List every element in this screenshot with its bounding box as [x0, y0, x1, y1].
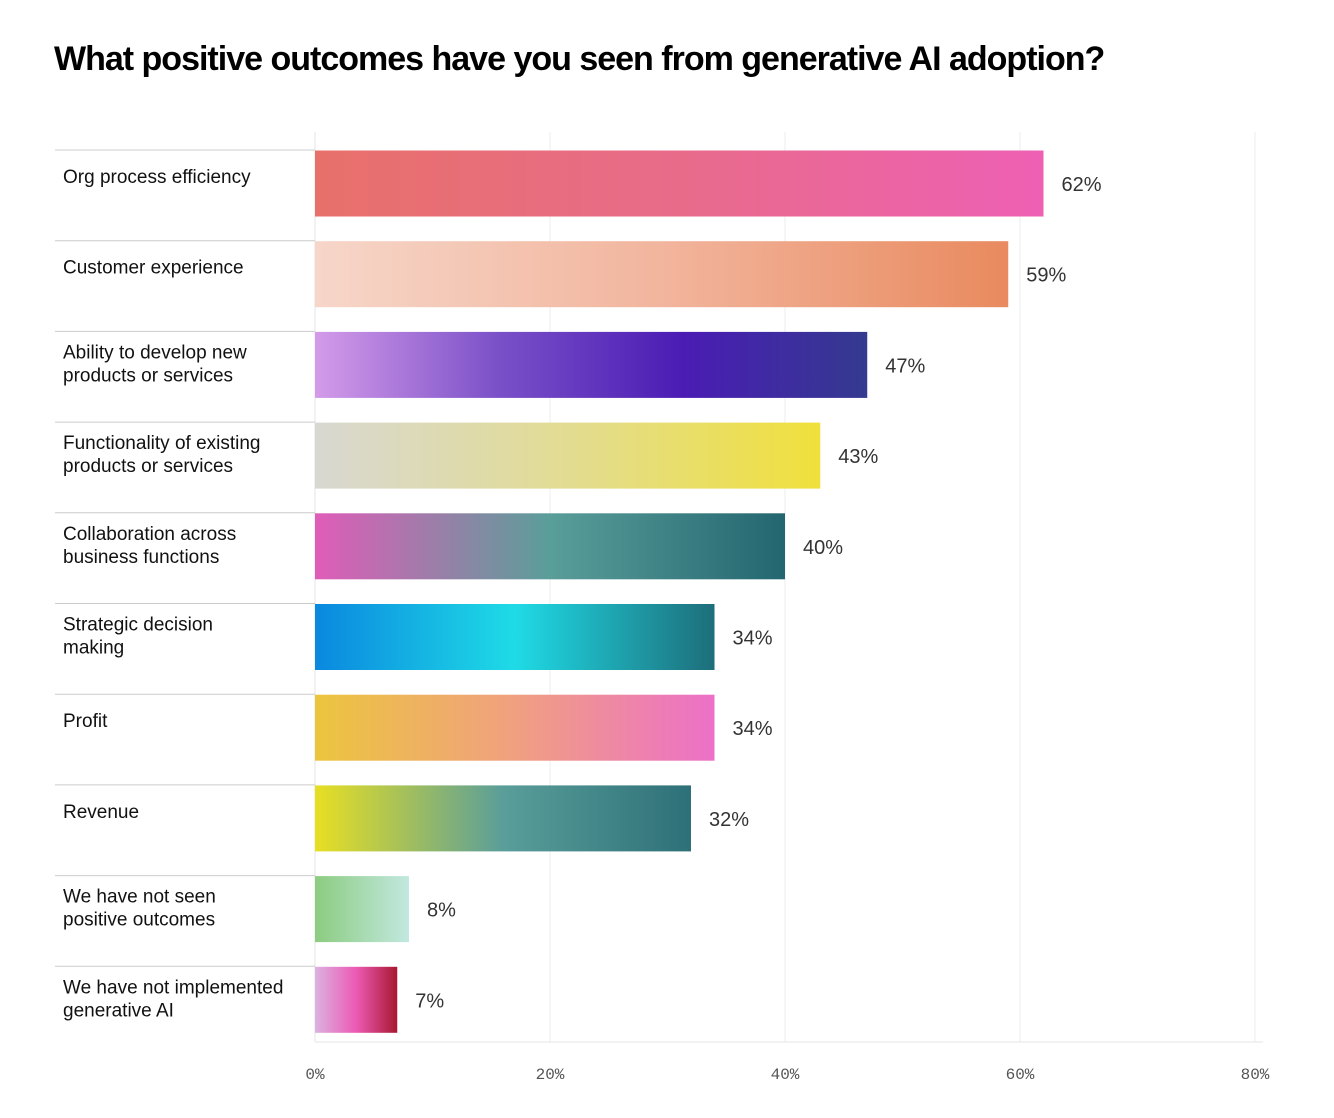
- tick-label: 20%: [536, 1066, 565, 1084]
- tick-label: 0%: [305, 1066, 325, 1084]
- value-label: 34%: [733, 628, 773, 650]
- category-label: Strategic decision making: [63, 615, 213, 659]
- category-label-line: generative AI: [63, 1000, 174, 1021]
- value-label: 34%: [733, 718, 773, 740]
- category-label-line: Revenue: [63, 802, 139, 823]
- category-label: Revenue: [63, 802, 139, 823]
- value-label: 62%: [1062, 174, 1102, 196]
- category-label: Ability to develop new products or servic…: [63, 342, 247, 386]
- category-label: Collaboration across business functions: [63, 524, 236, 568]
- category-label-line: Customer experience: [63, 258, 244, 279]
- category-label: Customer experience: [63, 258, 244, 279]
- bar: [315, 876, 409, 943]
- bar: [315, 513, 785, 580]
- tick-label: 40%: [771, 1066, 800, 1084]
- bars: 62% 59% 47% 43% 40% 34% 34% 32% 8% 7%: [315, 150, 1102, 1033]
- category-label-line: positive outcomes: [63, 910, 215, 931]
- bar: [315, 150, 1044, 217]
- value-label: 32%: [709, 809, 749, 831]
- value-label: 40%: [803, 537, 843, 559]
- x-axis-ticks: 0% 20% 40% 60% 80%: [305, 1066, 1269, 1084]
- chart-title: What positive outcomes have you seen fro…: [54, 40, 1105, 78]
- category-label-line: Ability to develop new: [63, 342, 247, 363]
- category-label: We have not implemented generative AI: [63, 977, 283, 1021]
- category-label: Profit: [63, 711, 108, 732]
- value-label: 59%: [1026, 265, 1066, 287]
- category-label-line: Org process efficiency: [63, 167, 251, 188]
- category-label-line: Profit: [63, 711, 108, 732]
- category-rows: Org process efficiency Customer experienc…: [55, 149, 315, 1021]
- tick-label: 60%: [1006, 1066, 1035, 1084]
- category-label-line: products or services: [63, 365, 233, 386]
- bar: [315, 422, 821, 489]
- category-label-line: making: [63, 638, 124, 659]
- bar: [315, 785, 691, 852]
- tick-label: 80%: [1241, 1066, 1270, 1084]
- category-label: Org process efficiency: [63, 167, 251, 188]
- bar: [315, 966, 398, 1033]
- value-label: 43%: [838, 446, 878, 468]
- category-label: We have not seen positive outcomes: [63, 887, 216, 931]
- bar: [315, 241, 1009, 308]
- category-label-line: Strategic decision: [63, 615, 213, 636]
- bar: [315, 331, 868, 398]
- bar: [315, 604, 715, 670]
- bar: [315, 694, 715, 761]
- value-label: 47%: [885, 355, 925, 377]
- value-label: 7%: [415, 990, 444, 1012]
- value-label: 8%: [427, 900, 456, 922]
- category-label-line: Functionality of existing: [63, 433, 261, 454]
- category-label-line: Collaboration across: [63, 524, 236, 545]
- category-label: Functionality of existing products or ser…: [63, 433, 261, 477]
- category-label-line: products or services: [63, 456, 233, 477]
- category-label-line: business functions: [63, 547, 219, 568]
- category-label-line: We have not seen: [63, 887, 216, 908]
- category-label-line: We have not implemented: [63, 977, 283, 998]
